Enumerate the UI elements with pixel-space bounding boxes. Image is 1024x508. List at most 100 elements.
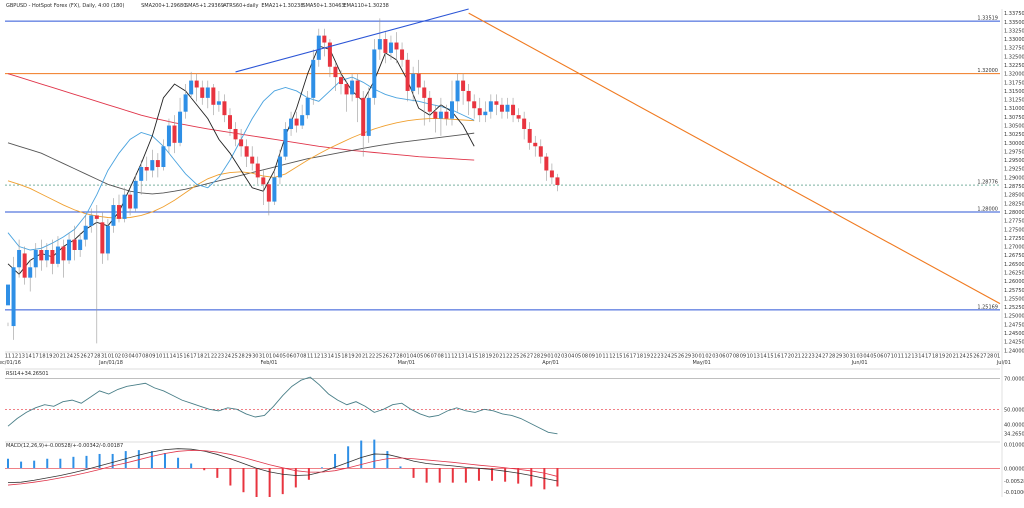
candle[interactable]: [544, 156, 549, 171]
candle[interactable]: [400, 49, 405, 60]
candle[interactable]: [255, 163, 260, 178]
candle[interactable]: [139, 167, 144, 181]
candle[interactable]: [477, 108, 482, 116]
candle[interactable]: [250, 156, 255, 164]
candle[interactable]: [233, 128, 238, 140]
main-price-panel[interactable]: 1.33519 1.32000 1.28776 1.28000 1.25169: [5, 8, 1001, 353]
candle[interactable]: [283, 128, 288, 157]
candle[interactable]: [128, 194, 133, 209]
candle[interactable]: [366, 97, 371, 136]
candle[interactable]: [450, 101, 454, 119]
candle[interactable]: [144, 167, 149, 171]
candle[interactable]: [166, 125, 171, 147]
candle[interactable]: [327, 42, 332, 67]
candle[interactable]: [438, 111, 443, 119]
candle[interactable]: [533, 142, 538, 147]
candle[interactable]: [216, 101, 221, 105]
candle[interactable]: [333, 66, 338, 78]
candle[interactable]: [405, 59, 410, 91]
candle[interactable]: [67, 239, 72, 261]
candle[interactable]: [472, 101, 477, 109]
candle[interactable]: [461, 80, 466, 91]
candle[interactable]: [549, 170, 554, 178]
candle[interactable]: [289, 118, 294, 129]
candle[interactable]: [488, 101, 493, 112]
candle[interactable]: [522, 118, 527, 129]
candle[interactable]: [6, 284, 10, 306]
candle[interactable]: [111, 205, 116, 226]
candle[interactable]: [383, 39, 388, 53]
candle[interactable]: [511, 104, 516, 116]
candle[interactable]: [189, 80, 194, 95]
candle[interactable]: [244, 146, 249, 157]
uptrend-line[interactable]: [235, 8, 469, 73]
macd-signal-line[interactable]: [7, 449, 558, 486]
candle[interactable]: [483, 111, 488, 116]
candle[interactable]: [300, 115, 305, 126]
candle[interactable]: [455, 80, 460, 102]
candle[interactable]: [527, 128, 532, 143]
candle[interactable]: [105, 225, 110, 254]
candle[interactable]: [294, 118, 299, 126]
candle[interactable]: [316, 35, 321, 60]
candle[interactable]: [239, 139, 244, 147]
candle[interactable]: [261, 177, 266, 185]
candle[interactable]: [172, 125, 177, 143]
candle[interactable]: [178, 111, 183, 143]
candle[interactable]: [433, 111, 438, 119]
candle[interactable]: [538, 146, 543, 157]
candle[interactable]: [155, 160, 160, 168]
downtrend-line[interactable]: [468, 12, 1001, 305]
candle[interactable]: [17, 249, 22, 268]
candle[interactable]: [122, 194, 127, 219]
candle[interactable]: [466, 90, 471, 102]
candle[interactable]: [200, 87, 205, 98]
macd-panel[interactable]: MACD(12,26,9)+-0.00528/+-0.00342/-0.0018…: [5, 439, 1024, 497]
candle[interactable]: [78, 239, 83, 250]
candle[interactable]: [222, 101, 227, 116]
candle[interactable]: [72, 239, 77, 250]
macd-line[interactable]: [7, 448, 558, 484]
candle[interactable]: [322, 35, 327, 43]
candle[interactable]: [277, 156, 282, 178]
candle[interactable]: [427, 97, 432, 112]
candle[interactable]: [100, 222, 105, 254]
candle[interactable]: [205, 87, 210, 98]
candle[interactable]: [355, 80, 360, 98]
candle[interactable]: [194, 80, 199, 88]
candle[interactable]: [94, 215, 99, 219]
candle[interactable]: [411, 73, 416, 91]
candle[interactable]: [372, 49, 377, 98]
candle[interactable]: [55, 246, 60, 264]
candle[interactable]: [39, 249, 44, 261]
candle[interactable]: [133, 180, 138, 209]
candle[interactable]: [183, 94, 188, 112]
rsi-panel[interactable]: RSI14+34.26501 70.00000 50.00000 40.00000 34…: [5, 368, 1024, 437]
candle[interactable]: [394, 42, 399, 50]
candle[interactable]: [50, 249, 55, 264]
candle[interactable]: [117, 205, 121, 219]
candle[interactable]: [228, 115, 232, 129]
candle[interactable]: [377, 39, 382, 50]
candle[interactable]: [305, 97, 310, 116]
candle[interactable]: [150, 160, 155, 171]
candle[interactable]: [33, 249, 38, 268]
candle[interactable]: [22, 253, 27, 278]
candle[interactable]: [516, 115, 521, 119]
candle[interactable]: [211, 87, 216, 105]
candle[interactable]: [416, 73, 421, 88]
candle[interactable]: [555, 177, 560, 185]
candle[interactable]: [272, 177, 277, 202]
rsi-line[interactable]: [7, 376, 558, 435]
candle[interactable]: [444, 111, 449, 119]
candle[interactable]: [11, 267, 16, 327]
candle[interactable]: [344, 84, 349, 95]
candle[interactable]: [44, 249, 49, 261]
candle[interactable]: [83, 225, 88, 240]
candle[interactable]: [422, 87, 427, 98]
candle[interactable]: [361, 97, 366, 136]
candle[interactable]: [339, 77, 343, 85]
candle[interactable]: [161, 146, 166, 168]
candle[interactable]: [499, 104, 504, 112]
candle[interactable]: [350, 80, 355, 95]
